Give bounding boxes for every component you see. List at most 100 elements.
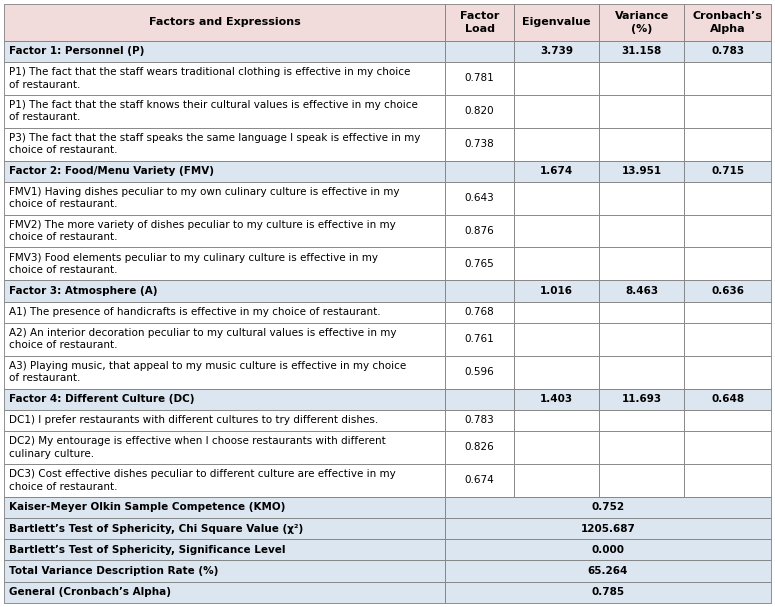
- Bar: [445, 302, 514, 323]
- Bar: [599, 41, 684, 62]
- Bar: [4, 582, 445, 603]
- Text: 0.768: 0.768: [465, 307, 494, 317]
- Bar: [4, 215, 445, 248]
- Bar: [684, 323, 771, 356]
- Text: Bartlett’s Test of Sphericity, Chi Square Value (χ²): Bartlett’s Test of Sphericity, Chi Squar…: [9, 524, 303, 534]
- Bar: [599, 431, 684, 464]
- Bar: [445, 410, 514, 431]
- Text: A2) An interior decoration peculiar to my cultural values is effective in my
cho: A2) An interior decoration peculiar to m…: [9, 328, 397, 350]
- Text: A1) The presence of handicrafts is effective in my choice of restaurant.: A1) The presence of handicrafts is effec…: [9, 307, 381, 317]
- Bar: [445, 323, 514, 356]
- Text: 0.783: 0.783: [711, 46, 744, 56]
- Bar: [684, 181, 771, 215]
- Bar: [445, 497, 771, 518]
- Bar: [4, 4, 445, 41]
- Bar: [599, 62, 684, 95]
- Bar: [684, 356, 771, 388]
- Bar: [599, 215, 684, 248]
- Text: 0.785: 0.785: [591, 588, 625, 597]
- Bar: [4, 431, 445, 464]
- Bar: [514, 95, 599, 127]
- Bar: [599, 323, 684, 356]
- Bar: [4, 356, 445, 388]
- Bar: [684, 388, 771, 410]
- Text: A3) Playing music, that appeal to my music culture is effective in my choice
of : A3) Playing music, that appeal to my mus…: [9, 361, 406, 383]
- Text: 0.596: 0.596: [465, 367, 494, 377]
- Bar: [514, 215, 599, 248]
- Bar: [4, 181, 445, 215]
- Bar: [4, 388, 445, 410]
- Bar: [445, 215, 514, 248]
- Bar: [684, 431, 771, 464]
- Bar: [4, 560, 445, 582]
- Text: Cronbach’s
Alpha: Cronbach’s Alpha: [693, 11, 763, 33]
- Text: 1.016: 1.016: [540, 286, 574, 296]
- Bar: [514, 388, 599, 410]
- Text: Variance
(%): Variance (%): [615, 11, 669, 33]
- Text: FMV2) The more variety of dishes peculiar to my culture is effective in my
choic: FMV2) The more variety of dishes peculia…: [9, 220, 396, 242]
- Bar: [684, 215, 771, 248]
- Bar: [4, 41, 445, 62]
- Bar: [445, 582, 771, 603]
- Bar: [599, 280, 684, 302]
- Text: 0.648: 0.648: [711, 394, 744, 404]
- Bar: [445, 62, 514, 95]
- Bar: [514, 464, 599, 497]
- Bar: [4, 323, 445, 356]
- Text: 13.951: 13.951: [622, 166, 662, 176]
- Bar: [599, 127, 684, 160]
- Bar: [4, 497, 445, 518]
- Bar: [599, 181, 684, 215]
- Bar: [514, 248, 599, 280]
- Bar: [4, 518, 445, 539]
- Bar: [4, 160, 445, 181]
- Bar: [4, 302, 445, 323]
- Text: 31.158: 31.158: [622, 46, 662, 56]
- Text: 0.876: 0.876: [465, 226, 494, 236]
- Text: 0.715: 0.715: [711, 166, 744, 176]
- Bar: [445, 248, 514, 280]
- Text: 11.693: 11.693: [622, 394, 662, 404]
- Bar: [514, 4, 599, 41]
- Bar: [445, 518, 771, 539]
- Text: Factor 4: Different Culture (DC): Factor 4: Different Culture (DC): [9, 394, 195, 404]
- Bar: [445, 280, 514, 302]
- Bar: [445, 464, 514, 497]
- Bar: [599, 356, 684, 388]
- Text: 0.738: 0.738: [465, 139, 494, 149]
- Text: 0.765: 0.765: [465, 259, 494, 269]
- Text: P1) The fact that the staff wears traditional clothing is effective in my choice: P1) The fact that the staff wears tradit…: [9, 67, 411, 90]
- Bar: [599, 388, 684, 410]
- Text: FMV3) Food elements peculiar to my culinary culture is effective in my
choice of: FMV3) Food elements peculiar to my culin…: [9, 253, 378, 275]
- Bar: [514, 62, 599, 95]
- Text: P3) The fact that the staff speaks the same language I speak is effective in my
: P3) The fact that the staff speaks the s…: [9, 133, 420, 155]
- Text: 0.000: 0.000: [591, 545, 625, 555]
- Bar: [684, 464, 771, 497]
- Text: 8.463: 8.463: [625, 286, 658, 296]
- Bar: [445, 181, 514, 215]
- Bar: [514, 356, 599, 388]
- Bar: [445, 160, 514, 181]
- Bar: [514, 302, 599, 323]
- Text: Total Variance Description Rate (%): Total Variance Description Rate (%): [9, 566, 219, 576]
- Bar: [445, 356, 514, 388]
- Bar: [445, 388, 514, 410]
- Bar: [684, 127, 771, 160]
- Bar: [445, 431, 514, 464]
- Bar: [4, 410, 445, 431]
- Text: 0.752: 0.752: [591, 503, 625, 512]
- Bar: [599, 160, 684, 181]
- Bar: [514, 181, 599, 215]
- Bar: [445, 4, 514, 41]
- Text: Factor 2: Food/Menu Variety (FMV): Factor 2: Food/Menu Variety (FMV): [9, 166, 214, 176]
- Text: Eigenvalue: Eigenvalue: [522, 18, 591, 27]
- Bar: [445, 560, 771, 582]
- Bar: [445, 95, 514, 127]
- Bar: [445, 127, 514, 160]
- Text: Factor
Load: Factor Load: [460, 11, 499, 33]
- Bar: [4, 95, 445, 127]
- Bar: [684, 41, 771, 62]
- Text: Kaiser-Meyer Olkin Sample Competence (KMO): Kaiser-Meyer Olkin Sample Competence (KM…: [9, 503, 285, 512]
- Bar: [599, 95, 684, 127]
- Text: 1.674: 1.674: [540, 166, 574, 176]
